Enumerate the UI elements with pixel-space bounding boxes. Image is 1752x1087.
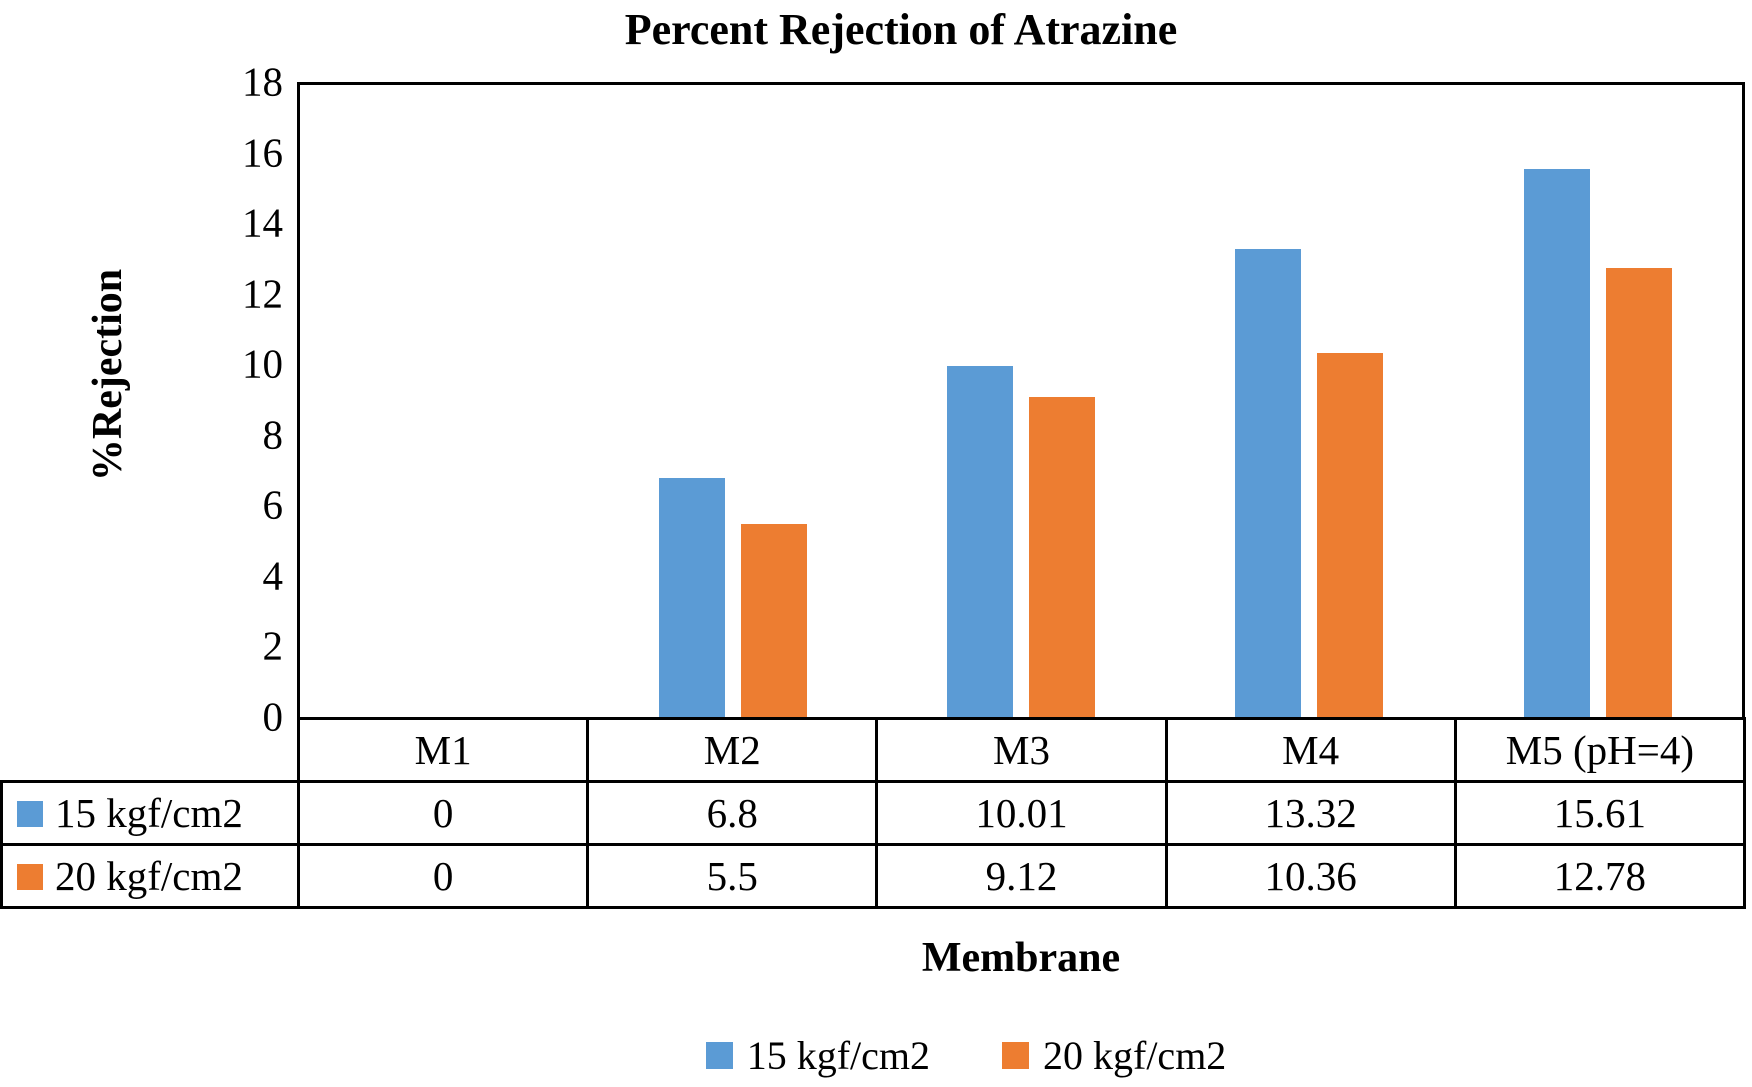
y-tick-label-2: 2 [262,622,284,669]
bar-15-kgf-cm2-m3 [947,365,1013,717]
bar-15-kgf-cm2-m2 [658,478,725,717]
value-cell-15-kgf-cm2-m3: 10.01 [875,780,1168,846]
value-cell-20-kgf-cm2-m4: 10.36 [1164,843,1457,909]
table-row-15-kgf-cm2: 15 kgf/cm2 0 6.8 10.01 13.32 15.61 [0,780,1747,846]
data-table-body: M1 M2 M3 M4 M5 (pH=4) 15 kgf/cm2 0 6.8 10.01 13.3… [0,717,1747,909]
bar-20-kgf-cm2-m4 [1317,353,1384,717]
chart-title: Percent Rejection of Atrazine [624,5,1178,54]
table-row-20-kgf-cm2: 20 kgf/cm2 0 5.5 9.12 10.36 12.78 [0,843,1747,909]
y-tick-label-4: 4 [262,552,284,599]
category-header-m2: M2 [586,717,879,783]
y-tick-label-0: 0 [262,693,284,740]
data-table: M1 M2 M3 M4 M5 (pH=4) 15 kgf/cm2 0 6.8 10.01 13.3… [0,717,1747,909]
series-key-swatch-15-kgf-cm2 [17,800,43,827]
legend-label-20-kgf-cm2: 20 kgf/cm2 [1043,1032,1227,1078]
legend: 15 kgf/cm2 20 kgf/cm2 [180,1028,1752,1082]
legend-item-20-kgf-cm2: 20 kgf/cm2 [1002,1032,1226,1079]
y-tick-label-12: 12 [242,270,283,317]
value-cell-15-kgf-cm2-m5-ph-4: 15.61 [1453,780,1747,846]
y-tick-label-8: 8 [262,411,284,458]
series-name-15-kgf-cm2: 15 kgf/cm2 [55,790,243,836]
y-axis-tick-labels: 0 2 4 6 8 10 12 14 16 18 [0,61,284,737]
category-header-m5-ph-4: M5 (pH=4) [1453,717,1747,783]
bar-20-kgf-cm2-m5-ph-4 [1605,268,1672,717]
value-cell-20-kgf-cm2-m2: 5.5 [586,843,879,909]
series-key-swatch-20-kgf-cm2 [17,863,43,890]
series-label-cell-15-kgf-cm2: 15 kgf/cm2 [0,780,300,846]
value-cell-15-kgf-cm2-m1: 0 [296,780,590,846]
y-tick-label-14: 14 [242,199,283,246]
y-tick-label-6: 6 [262,481,284,528]
bar-15-kgf-cm2-m5-ph-4 [1523,168,1590,717]
value-cell-15-kgf-cm2-m4: 13.32 [1164,780,1457,846]
y-tick-label-16: 16 [242,129,283,176]
bar-20-kgf-cm2-m3 [1029,396,1095,717]
value-cell-20-kgf-cm2-m1: 0 [296,843,590,909]
y-tick-label-10: 10 [242,340,283,387]
value-cell-20-kgf-cm2-m3: 9.12 [875,843,1168,909]
x-axis-title: Membrane [921,935,1121,981]
category-header-m3: M3 [875,717,1168,783]
table-corner-cell [2,719,299,782]
legend-item-15-kgf-cm2: 15 kgf/cm2 [705,1032,930,1079]
legend-label-15-kgf-cm2: 15 kgf/cm2 [746,1032,930,1078]
category-header-m1: M1 [296,717,590,783]
category-header-m4: M4 [1164,717,1457,783]
y-tick-label-18: 18 [242,58,283,105]
value-cell-20-kgf-cm2-m5-ph-4: 12.78 [1453,843,1747,909]
bar-20-kgf-cm2-m2 [740,523,807,717]
series-label-cell-20-kgf-cm2: 20 kgf/cm2 [0,843,300,909]
plot-area [297,82,1745,717]
bar-15-kgf-cm2-m4 [1235,249,1302,717]
table-row-categories: M1 M2 M3 M4 M5 (pH=4) [2,717,1747,783]
legend-swatch-15-kgf-cm2 [705,1041,733,1069]
legend-swatch-20-kgf-cm2 [1002,1041,1029,1069]
series-name-20-kgf-cm2: 20 kgf/cm2 [55,853,243,899]
value-cell-15-kgf-cm2-m2: 6.8 [586,780,879,846]
